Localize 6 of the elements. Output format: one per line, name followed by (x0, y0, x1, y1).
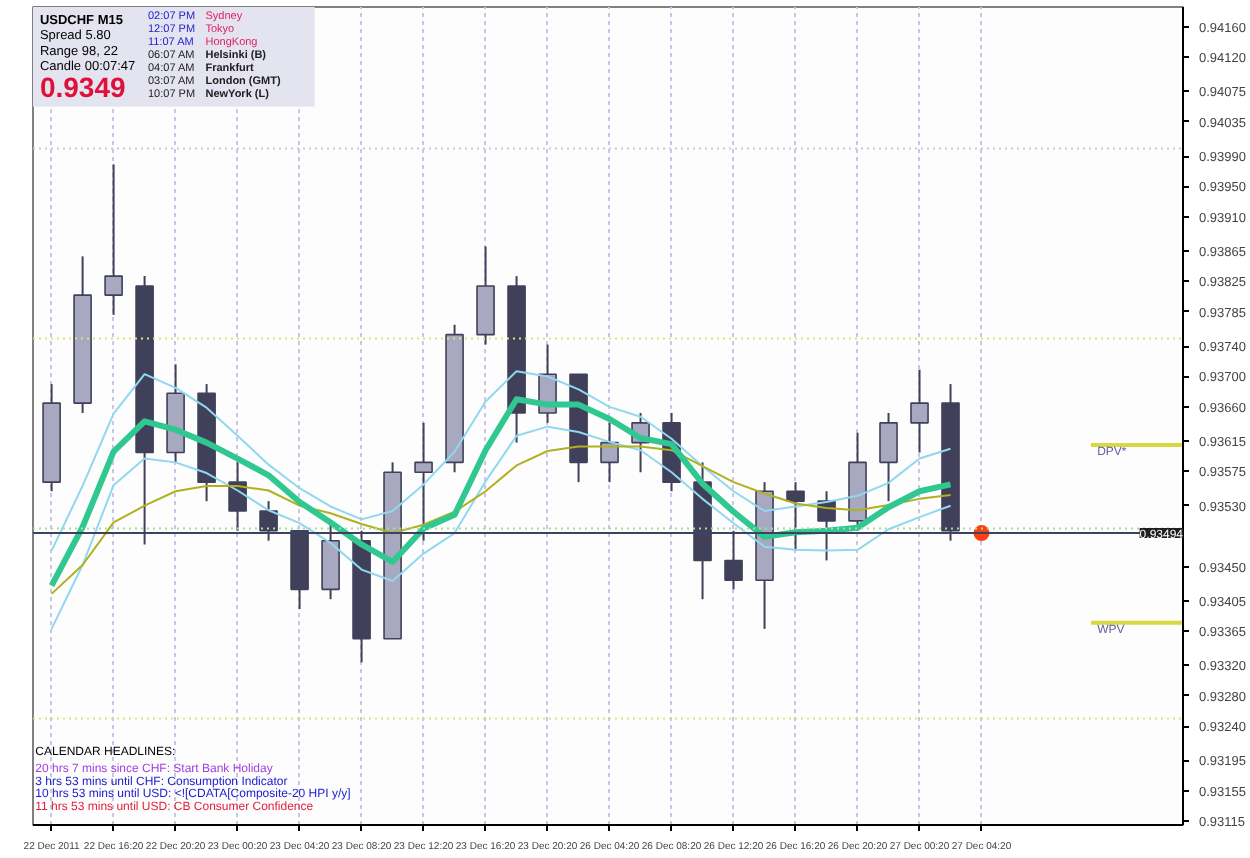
annotation: 0.9349 (39, 71, 126, 104)
candlestick (910, 368, 929, 454)
line-series (50, 370, 952, 552)
candlestick (879, 411, 898, 503)
candlestick (104, 163, 123, 316)
line-series (50, 425, 952, 630)
